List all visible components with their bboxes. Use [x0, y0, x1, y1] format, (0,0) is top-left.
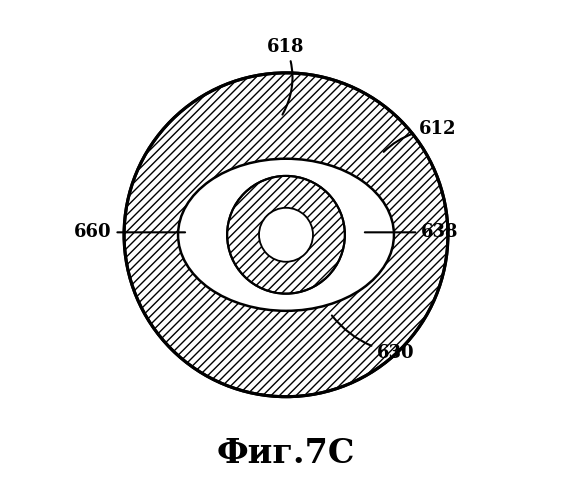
Text: 630: 630 [332, 315, 414, 362]
Text: 612: 612 [384, 120, 456, 152]
Ellipse shape [178, 159, 394, 311]
Text: 660: 660 [74, 224, 185, 242]
Text: 638: 638 [365, 224, 458, 242]
Circle shape [124, 73, 448, 397]
Text: Фиг.7С: Фиг.7С [217, 437, 355, 470]
Circle shape [259, 208, 313, 262]
Circle shape [227, 176, 345, 293]
Text: 618: 618 [267, 38, 305, 115]
